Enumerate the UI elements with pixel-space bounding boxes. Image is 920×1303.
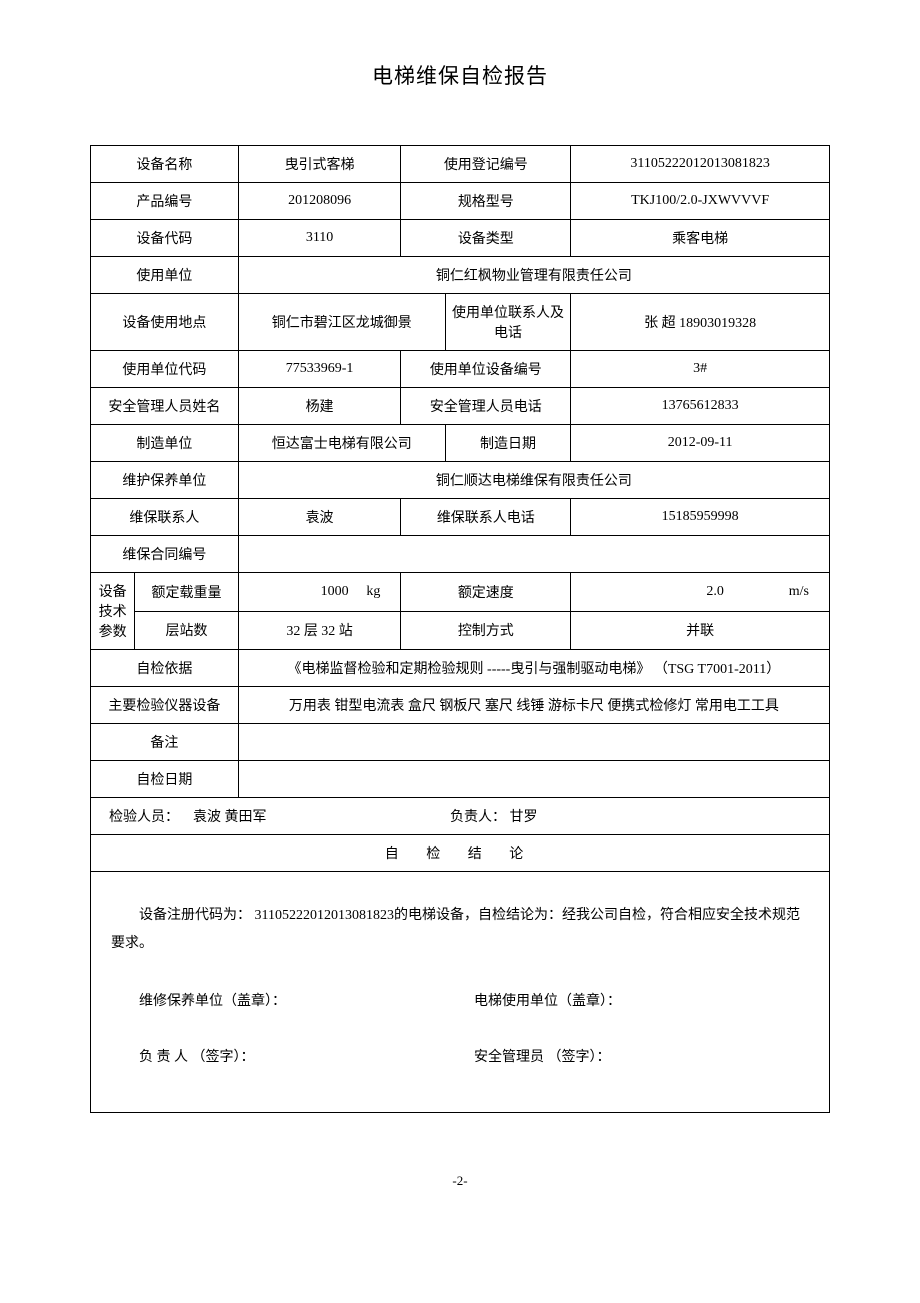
table-row: 自检依据 《电梯监督检验和定期检验规则 -----曳引与强制驱动电梯》 （TSG… [91,650,830,687]
value-maint-contract-no [238,536,829,573]
value-use-location: 铜仁市碧江区龙城御景 [238,294,445,351]
value-model: TKJ100/2.0-JXWVVVF [571,183,830,220]
value-use-unit-code: 77533969-1 [238,351,401,388]
inspectors-label: 检验人员： [109,810,179,825]
label-self-check-date: 自检日期 [91,761,239,798]
label-maker: 制造单位 [91,425,239,462]
rated-speed-number: 2.0 [676,584,724,600]
table-row: 层站数 32 层 32 站 控制方式 并联 [91,611,830,650]
label-device-type: 设备类型 [401,220,571,257]
value-rated-load: 1000 kg [238,573,401,612]
label-product-no: 产品编号 [91,183,239,220]
label-use-unit-code: 使用单位代码 [91,351,239,388]
table-row: 设备使用地点 铜仁市碧江区龙城御景 使用单位联系人及电话 张 超 1890301… [91,294,830,351]
label-rated-speed: 额定速度 [401,573,571,612]
value-use-dev-no: 3# [571,351,830,388]
responsible-value: 甘罗 [510,810,538,825]
table-row: 产品编号 201208096 规格型号 TKJ100/2.0-JXWVVVF [91,183,830,220]
value-use-unit: 铜仁红枫物业管理有限责任公司 [238,257,829,294]
label-model: 规格型号 [401,183,571,220]
page-title: 电梯维保自检报告 [90,60,830,90]
value-remark [238,724,829,761]
conclusion-body: 设备注册代码为： 31105222012013081823的电梯设备，自检结论为… [91,872,830,1113]
rated-load-unit: kg [366,584,380,600]
table-row: 设备注册代码为： 31105222012013081823的电梯设备，自检结论为… [91,872,830,1113]
label-safety-mgr-phone: 安全管理人员电话 [401,388,571,425]
table-row: 主要检验仪器设备 万用表 钳型电流表 盒尺 钢板尺 塞尺 线锤 游标卡尺 便携式… [91,687,830,724]
table-row: 维保合同编号 [91,536,830,573]
table-row: 设备名称 曳引式客梯 使用登记编号 31105222012013081823 [91,146,830,183]
value-rated-speed: 2.0 m/s [571,573,830,612]
table-row: 使用单位 铜仁红枫物业管理有限责任公司 [91,257,830,294]
resp-sign-label: 负 责 人 （签字）： [139,1044,474,1072]
label-self-check-basis: 自检依据 [91,650,239,687]
table-row: 备注 [91,724,830,761]
label-make-date: 制造日期 [445,425,571,462]
value-maint-phone: 15185959998 [571,499,830,536]
label-device-name: 设备名称 [91,146,239,183]
label-control-mode: 控制方式 [401,611,571,650]
value-maker: 恒达富士电梯有限公司 [238,425,445,462]
label-use-location: 设备使用地点 [91,294,239,351]
responsible-label: 负责人： [450,810,506,825]
value-main-instruments: 万用表 钳型电流表 盒尺 钢板尺 塞尺 线锤 游标卡尺 便携式检修灯 常用电工工… [238,687,829,724]
label-floors: 层站数 [135,611,238,650]
value-device-type: 乘客电梯 [571,220,830,257]
label-maint-unit: 维护保养单位 [91,462,239,499]
value-device-name: 曳引式客梯 [238,146,401,183]
value-make-date: 2012-09-11 [571,425,830,462]
rated-speed-unit: m/s [789,584,809,600]
value-maint-unit: 铜仁顺达电梯维保有限责任公司 [238,462,829,499]
table-row: 使用单位代码 77533969-1 使用单位设备编号 3# [91,351,830,388]
safety-sign-label: 安全管理员 （签字）： [474,1044,809,1072]
label-device-code: 设备代码 [91,220,239,257]
maint-seal-label: 维修保养单位（盖章）： [139,988,474,1016]
table-row: 设备代码 3110 设备类型 乘客电梯 [91,220,830,257]
report-table: 设备名称 曳引式客梯 使用登记编号 31105222012013081823 产… [90,145,830,1113]
table-row: 维护保养单位 铜仁顺达电梯维保有限责任公司 [91,462,830,499]
value-safety-mgr-name: 杨建 [238,388,401,425]
label-reg-no: 使用登记编号 [401,146,571,183]
label-maint-contract-no: 维保合同编号 [91,536,239,573]
table-row: 自 检 结 论 [91,835,830,872]
label-use-dev-no: 使用单位设备编号 [401,351,571,388]
value-maint-contact: 袁波 [238,499,401,536]
table-row: 检验人员： 袁波 黄田军 负责人： 甘罗 [91,798,830,835]
table-row: 维保联系人 袁波 维保联系人电话 15185959998 [91,499,830,536]
value-self-check-basis: 《电梯监督检验和定期检验规则 -----曳引与强制驱动电梯》 （TSG T700… [238,650,829,687]
label-use-unit: 使用单位 [91,257,239,294]
inspectors-value: 袁波 黄田军 [193,810,267,825]
value-self-check-date [238,761,829,798]
conclusion-header: 自 检 结 论 [91,835,830,872]
value-device-code: 3110 [238,220,401,257]
value-reg-no: 31105222012013081823 [571,146,830,183]
value-floors: 32 层 32 站 [238,611,401,650]
page-footer: -2- [90,1173,830,1189]
table-row: 自检日期 [91,761,830,798]
conclusion-text: 设备注册代码为： 31105222012013081823的电梯设备，自检结论为… [111,902,809,958]
table-row: 设备技术参数 额定载重量 1000 kg 额定速度 2.0 m/s [91,573,830,612]
rated-load-number: 1000 [291,584,349,600]
label-maint-contact: 维保联系人 [91,499,239,536]
use-seal-label: 电梯使用单位（盖章）： [474,988,809,1016]
label-use-contact: 使用单位联系人及电话 [445,294,571,351]
label-maint-phone: 维保联系人电话 [401,499,571,536]
label-tech-params: 设备技术参数 [91,573,135,650]
inspector-row: 检验人员： 袁波 黄田军 负责人： 甘罗 [91,798,830,835]
label-main-instruments: 主要检验仪器设备 [91,687,239,724]
value-product-no: 201208096 [238,183,401,220]
value-control-mode: 并联 [571,611,830,650]
table-row: 制造单位 恒达富士电梯有限公司 制造日期 2012-09-11 [91,425,830,462]
label-remark: 备注 [91,724,239,761]
table-row: 安全管理人员姓名 杨建 安全管理人员电话 13765612833 [91,388,830,425]
label-rated-load: 额定载重量 [135,573,238,612]
label-safety-mgr-name: 安全管理人员姓名 [91,388,239,425]
value-safety-mgr-phone: 13765612833 [571,388,830,425]
value-use-contact: 张 超 18903019328 [571,294,830,351]
